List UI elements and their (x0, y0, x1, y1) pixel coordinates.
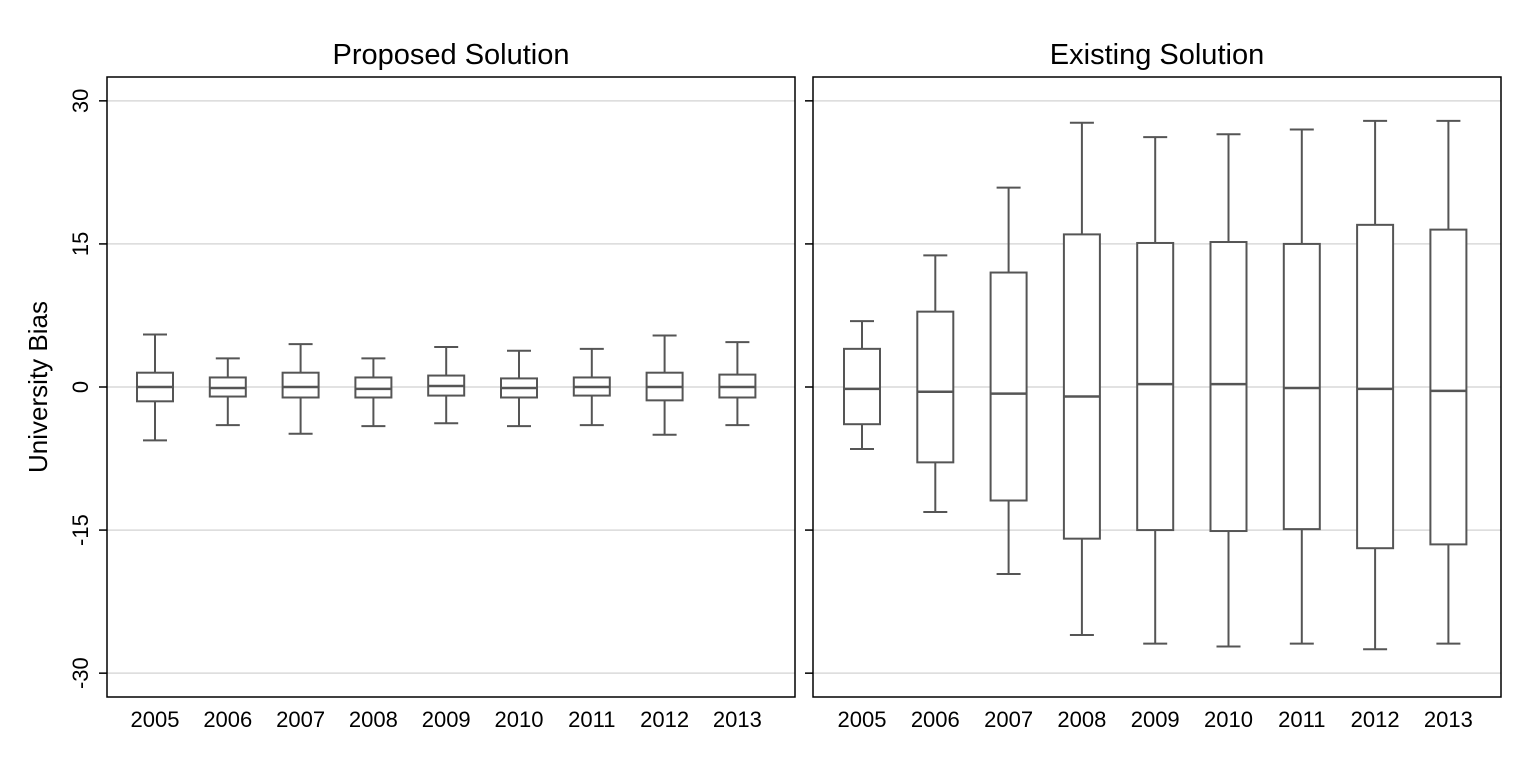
box-iqr (843, 347, 881, 426)
x-tick-label: 2006 (203, 707, 252, 732)
box-iqr (1136, 241, 1175, 532)
box-iqr (354, 376, 393, 399)
x-tick-label: 2013 (713, 707, 762, 732)
box-iqr (1429, 228, 1468, 546)
x-tick-label: 2007 (276, 707, 325, 732)
box-iqr (1062, 233, 1101, 540)
x-tick-label: 2005 (131, 707, 180, 732)
box-iqr (989, 271, 1028, 502)
x-tick-label: 2013 (1424, 707, 1473, 732)
x-tick-label: 2010 (495, 707, 544, 732)
x-tick-label: 2007 (984, 707, 1033, 732)
x-tick-label: 2005 (838, 707, 887, 732)
box-iqr (1356, 223, 1395, 550)
x-tick-label: 2012 (1351, 707, 1400, 732)
x-tick-label: 2008 (1057, 707, 1106, 732)
y-tick-label: -30 (68, 657, 93, 689)
box-iqr (916, 310, 955, 464)
x-tick-label: 2011 (568, 707, 615, 732)
x-tick-label: 2009 (422, 707, 471, 732)
x-tick-label: 2010 (1204, 707, 1253, 732)
y-tick-label: 30 (68, 89, 93, 113)
y-tick-label: -15 (68, 514, 93, 546)
box-iqr (281, 371, 320, 399)
y-tick-label: 15 (68, 232, 93, 256)
x-tick-label: 2011 (1278, 707, 1325, 732)
x-tick-label: 2006 (911, 707, 960, 732)
box-iqr (1282, 242, 1321, 531)
x-tick-label: 2009 (1131, 707, 1180, 732)
x-tick-label: 2012 (640, 707, 689, 732)
panel-title: Existing Solution (1050, 39, 1264, 71)
y-axis-label: University Bias (23, 301, 53, 473)
box-iqr (1209, 241, 1248, 533)
panel-title: Proposed Solution (333, 39, 570, 71)
y-tick-label: 0 (68, 381, 93, 393)
x-tick-label: 2008 (349, 707, 398, 732)
